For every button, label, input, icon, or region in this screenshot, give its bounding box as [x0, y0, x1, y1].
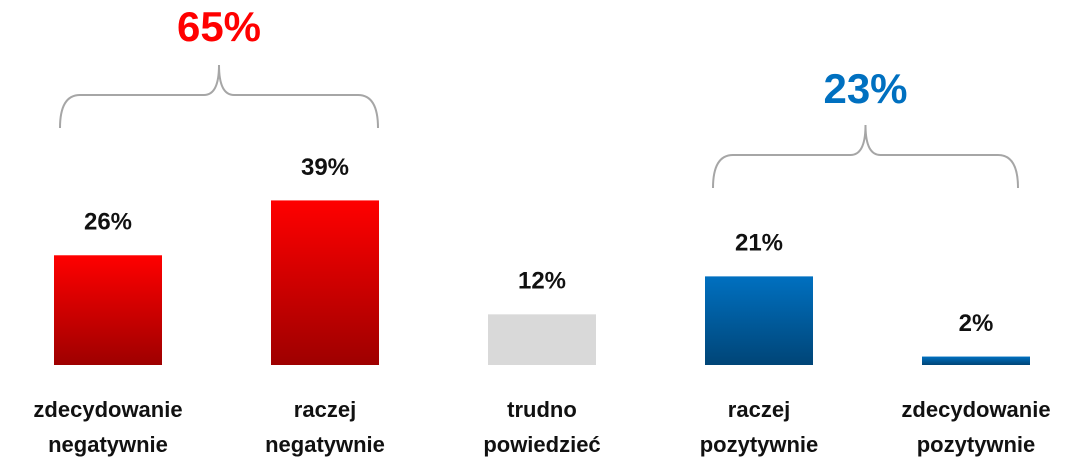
category-label: zdecydowanie negatywnie — [33, 397, 183, 457]
value-label: 39% — [301, 154, 349, 181]
bracket — [712, 124, 1019, 189]
bar — [54, 255, 162, 365]
category-label: raczej negatywnie — [265, 397, 385, 457]
category-label: raczej pozytywnie — [699, 397, 819, 457]
value-label: 12% — [518, 268, 566, 295]
value-label: 2% — [959, 310, 994, 337]
value-label: 21% — [735, 230, 783, 257]
bar — [922, 356, 1030, 365]
group-total: 65% — [177, 3, 261, 50]
category-label: trudno powiedzieć — [483, 397, 601, 457]
bar — [488, 314, 596, 365]
group-total: 23% — [823, 65, 907, 112]
value-label: 26% — [84, 209, 132, 236]
bar — [705, 276, 813, 365]
bar — [271, 200, 379, 365]
bracket — [59, 64, 379, 129]
category-label: zdecydowanie pozytywnie — [901, 397, 1051, 457]
